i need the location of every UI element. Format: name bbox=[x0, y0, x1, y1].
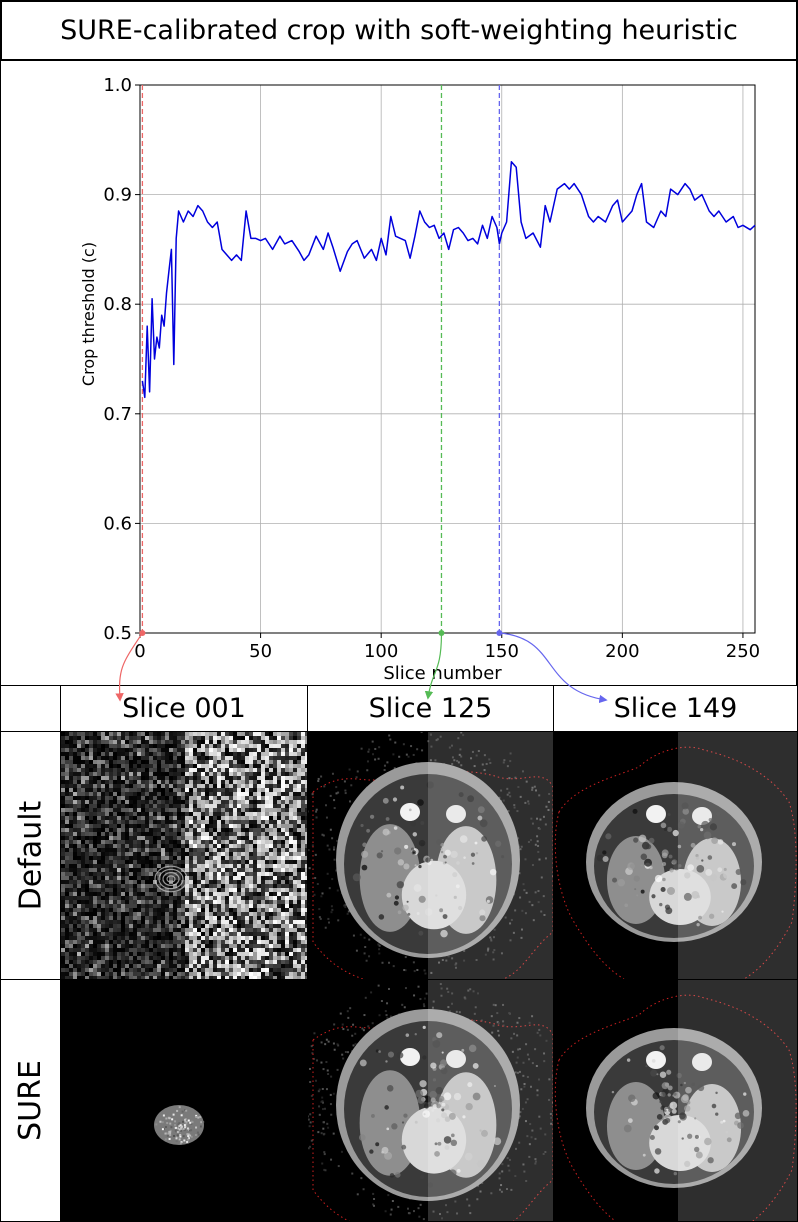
crop-contour bbox=[312, 1018, 553, 1221]
default-slice-149-image bbox=[553, 731, 798, 980]
row-label-sure: SURE bbox=[0, 979, 61, 1222]
y-tick-label: 0.9 bbox=[103, 185, 132, 206]
row-label-default: Default bbox=[0, 731, 61, 980]
right-half-overlay bbox=[428, 980, 553, 1221]
right-half-overlay bbox=[678, 980, 797, 1221]
x-tick-label: 0 bbox=[134, 641, 145, 662]
sure-slice-001-image bbox=[60, 979, 308, 1222]
default-slice-125-image bbox=[307, 731, 554, 980]
x-tick-label: 150 bbox=[485, 641, 519, 662]
row-label-default-text: Default bbox=[13, 800, 48, 911]
slice-marker-dot bbox=[139, 630, 146, 636]
eye bbox=[646, 805, 666, 823]
x-tick-label: 200 bbox=[605, 641, 639, 662]
right-half-overlay bbox=[678, 732, 797, 979]
column-header-slice-149: Slice 149 bbox=[553, 685, 798, 732]
default-slice-001-image bbox=[60, 731, 308, 980]
crop-contour bbox=[312, 770, 553, 979]
series-line bbox=[141, 160, 756, 399]
column-header-slice-125: Slice 125 bbox=[307, 685, 554, 732]
sure-slice-149-image bbox=[553, 979, 798, 1222]
eye bbox=[692, 807, 712, 825]
x-tick-label: 50 bbox=[249, 641, 272, 662]
y-tick-label: 0.6 bbox=[103, 513, 132, 534]
y-tick-label: 0.5 bbox=[103, 623, 132, 644]
slice-marker-dot bbox=[438, 630, 445, 636]
y-tick-label: 0.7 bbox=[103, 404, 132, 425]
eye bbox=[446, 1050, 466, 1068]
line-chart: 0 50 100 150 200 250 0.5 0.6 0.7 0.8 0.9 1.0 Slice n… bbox=[0, 61, 798, 685]
column-header-slice-001: Slice 001 bbox=[60, 685, 308, 732]
eye bbox=[692, 1053, 712, 1071]
y-axis-label: Crop threshold (c) bbox=[79, 242, 98, 386]
figure-title: SURE-calibrated crop with soft-weighting… bbox=[0, 0, 798, 61]
y-tick-label: 1.0 bbox=[103, 75, 132, 96]
x-tick-label: 100 bbox=[364, 641, 398, 662]
y-tick-label: 0.8 bbox=[103, 294, 132, 315]
crop-contour bbox=[554, 994, 797, 1221]
plot-area bbox=[139, 84, 756, 634]
eye bbox=[446, 805, 466, 823]
corner-cell bbox=[0, 685, 61, 732]
right-half-overlay bbox=[428, 732, 553, 979]
eye bbox=[646, 1051, 666, 1069]
crop-contour bbox=[554, 746, 797, 979]
slice-marker-dot bbox=[496, 630, 503, 636]
row-label-sure-text: SURE bbox=[13, 1060, 48, 1141]
eye bbox=[400, 1048, 420, 1066]
eye bbox=[400, 803, 420, 821]
sure-slice-125-image bbox=[307, 979, 554, 1222]
x-axis-label: Slice number bbox=[383, 663, 502, 684]
x-tick-label: 250 bbox=[726, 641, 760, 662]
